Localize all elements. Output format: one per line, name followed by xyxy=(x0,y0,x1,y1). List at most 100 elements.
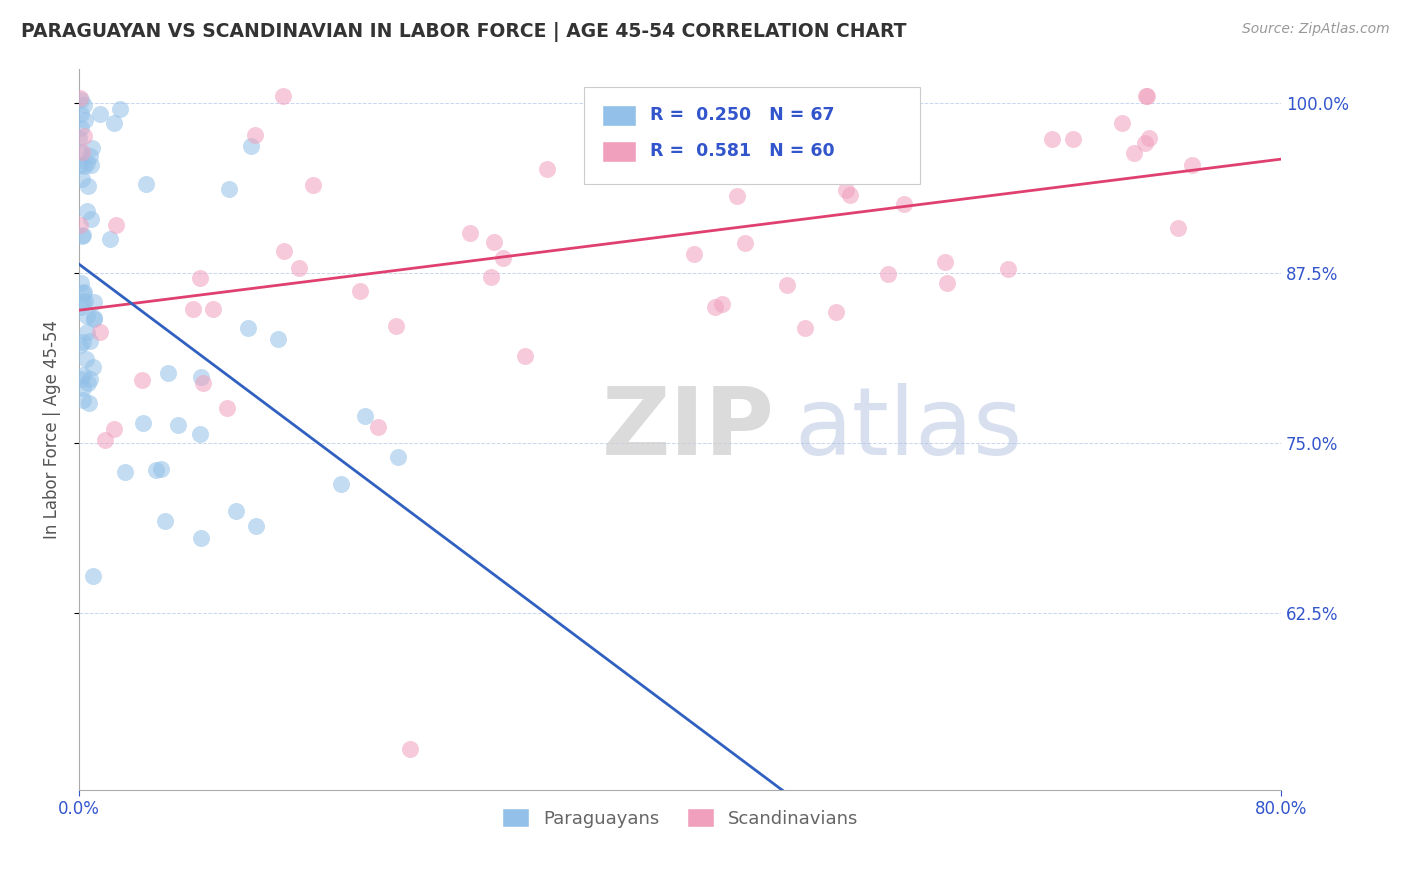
Point xyxy=(846,136,869,150)
Text: Source: ZipAtlas.com: Source: ZipAtlas.com xyxy=(1241,22,1389,37)
Point xyxy=(114,465,136,479)
Point xyxy=(77,376,100,390)
Point xyxy=(936,276,959,290)
Point xyxy=(103,116,125,130)
Point xyxy=(110,103,132,117)
Point xyxy=(793,321,815,335)
Point xyxy=(83,295,105,310)
Point xyxy=(76,178,98,193)
Point xyxy=(193,376,215,390)
Point xyxy=(72,381,94,395)
Point xyxy=(131,373,153,387)
FancyBboxPatch shape xyxy=(583,87,921,184)
Point xyxy=(387,450,409,465)
Point xyxy=(492,252,515,266)
Text: R =  0.250   N = 67: R = 0.250 N = 67 xyxy=(650,106,835,124)
Point xyxy=(266,332,288,346)
Point xyxy=(536,162,558,177)
Point xyxy=(287,260,309,275)
Point xyxy=(82,359,104,374)
Point xyxy=(354,409,377,423)
Point xyxy=(157,366,180,380)
Point xyxy=(188,426,211,441)
Point xyxy=(82,568,104,582)
Point xyxy=(69,91,91,105)
Point xyxy=(73,129,96,144)
Point xyxy=(72,334,94,349)
Point xyxy=(72,368,94,382)
Point xyxy=(877,268,900,282)
Point xyxy=(69,219,91,233)
Point xyxy=(89,325,111,339)
Text: ZIP: ZIP xyxy=(602,384,775,475)
Text: R =  0.581   N = 60: R = 0.581 N = 60 xyxy=(650,143,835,161)
Point xyxy=(1111,116,1133,130)
Point xyxy=(1040,131,1063,145)
Point xyxy=(245,128,267,142)
Point xyxy=(70,228,93,243)
Point xyxy=(69,145,91,160)
Point xyxy=(72,393,94,408)
Point xyxy=(190,370,212,384)
Point xyxy=(131,416,153,430)
Point xyxy=(825,125,848,139)
Point xyxy=(515,349,537,363)
FancyBboxPatch shape xyxy=(602,105,636,126)
Point xyxy=(73,112,96,127)
FancyBboxPatch shape xyxy=(602,141,636,161)
Point xyxy=(76,325,98,339)
Point xyxy=(73,159,96,173)
Point xyxy=(79,334,101,348)
Point xyxy=(105,218,128,232)
Y-axis label: In Labor Force | Age 45-54: In Labor Force | Age 45-54 xyxy=(44,319,60,539)
Point xyxy=(1135,136,1157,150)
Point xyxy=(217,401,239,416)
Point xyxy=(79,149,101,163)
Point xyxy=(79,158,101,172)
Point xyxy=(330,476,353,491)
Point xyxy=(271,88,294,103)
Text: PARAGUAYAN VS SCANDINAVIAN IN LABOR FORCE | AGE 45-54 CORRELATION CHART: PARAGUAYAN VS SCANDINAVIAN IN LABOR FORC… xyxy=(21,22,907,42)
Text: atlas: atlas xyxy=(794,384,1022,475)
Point xyxy=(70,171,93,186)
Point xyxy=(145,463,167,477)
Point xyxy=(273,244,295,259)
Point xyxy=(839,187,862,202)
Point xyxy=(72,227,94,242)
Point xyxy=(703,300,725,314)
Point xyxy=(1062,132,1084,146)
Point xyxy=(824,153,846,167)
Point xyxy=(100,232,122,246)
Point xyxy=(83,311,105,326)
Point xyxy=(77,396,100,410)
Point xyxy=(835,183,858,197)
Point xyxy=(67,130,90,145)
Point xyxy=(167,418,190,433)
Point xyxy=(83,312,105,326)
Point xyxy=(856,152,879,166)
Point xyxy=(225,504,247,518)
Point xyxy=(73,98,96,112)
Point xyxy=(301,178,323,192)
Point xyxy=(238,321,260,335)
Point xyxy=(202,301,225,316)
Point xyxy=(80,211,103,226)
Point xyxy=(734,235,756,250)
Point xyxy=(150,462,173,476)
Point xyxy=(1135,88,1157,103)
Point xyxy=(398,742,420,756)
Point xyxy=(72,285,94,300)
Point xyxy=(69,338,91,352)
Point xyxy=(385,318,408,333)
Point xyxy=(75,351,97,366)
Point xyxy=(135,177,157,191)
Point xyxy=(1122,145,1144,160)
Point xyxy=(934,255,956,269)
Point xyxy=(69,159,91,173)
Point xyxy=(725,189,748,203)
Point xyxy=(825,305,848,319)
Point xyxy=(218,182,240,196)
Point xyxy=(70,120,93,135)
Point xyxy=(89,107,111,121)
Point xyxy=(76,204,98,219)
